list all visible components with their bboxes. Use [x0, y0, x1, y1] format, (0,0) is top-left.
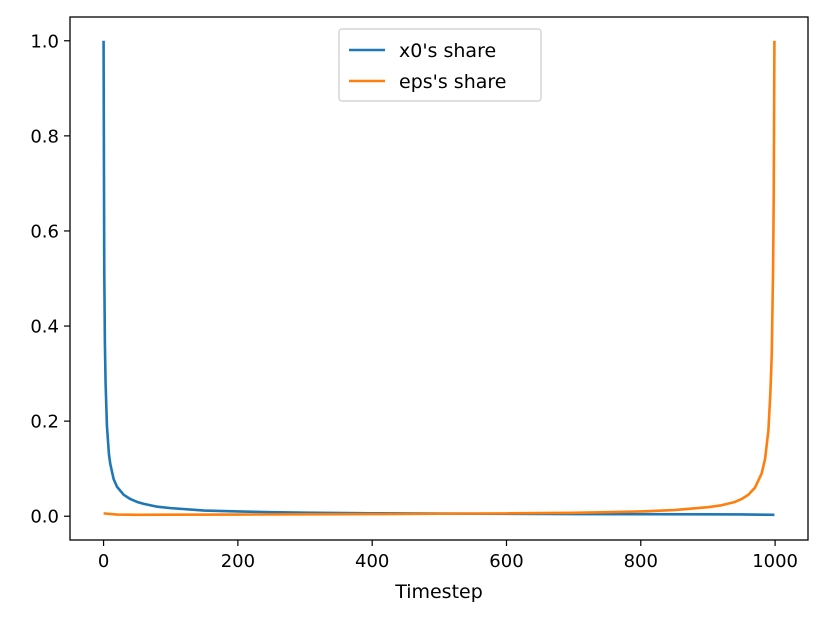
y-tick-label: 0.0 — [30, 507, 59, 528]
series-line-eps-s-share — [103, 40, 776, 517]
legend-label-eps-s-share: eps's share — [399, 71, 506, 93]
y-tick-label: 0.6 — [30, 221, 59, 242]
y-tick-label: 0.2 — [30, 412, 59, 433]
x-tick-label: 400 — [355, 551, 389, 572]
legend-box — [338, 28, 542, 102]
x-axis-label: Timestep — [394, 581, 483, 603]
legend: x0's share eps's share — [338, 28, 542, 102]
x-tick-label: 1000 — [752, 551, 798, 572]
legend-label-x0-s-share: x0's share — [399, 40, 496, 62]
y-tick-label: 0.4 — [30, 317, 59, 338]
y-tick-label: 0.8 — [30, 126, 59, 147]
x-axis-ticks: 0 200 400 600 800 1000 — [98, 540, 798, 572]
axes-frame — [69, 16, 809, 541]
x-tick-label: 600 — [489, 551, 523, 572]
x-tick-label: 0 — [98, 551, 109, 572]
x-tick-label: 800 — [624, 551, 658, 572]
x-tick-label: 200 — [221, 551, 255, 572]
series-line-x0-s-share — [102, 40, 775, 517]
y-axis-ticks: 0.0 0.2 0.4 0.6 0.8 1.0 — [30, 31, 70, 528]
y-tick-label: 1.0 — [30, 31, 59, 52]
plot-area — [102, 40, 776, 517]
